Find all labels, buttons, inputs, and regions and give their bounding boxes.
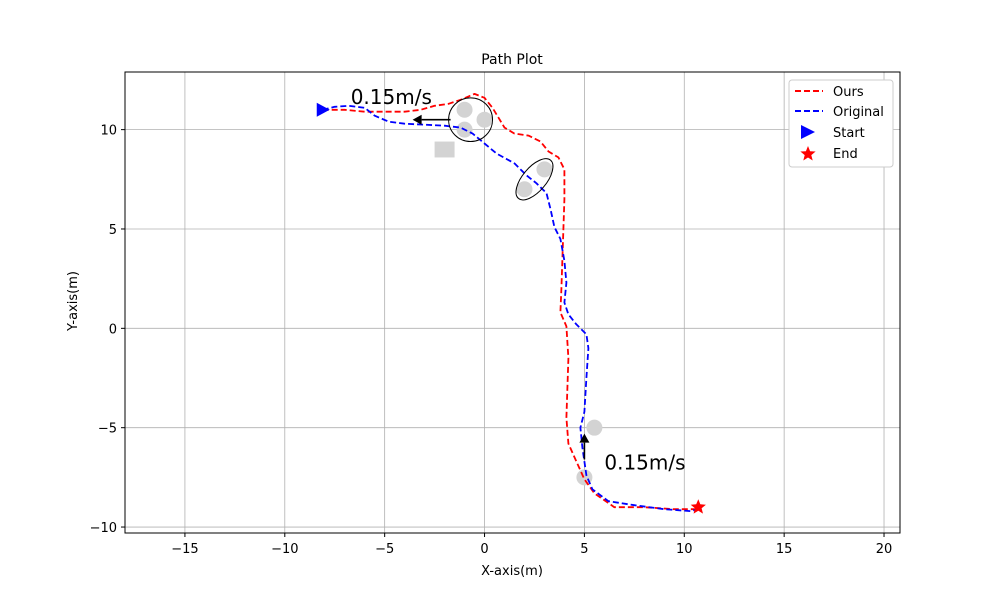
x-tick-label: 10	[676, 542, 693, 557]
x-tick-label: 0	[480, 542, 488, 557]
ellipses-and-arrows	[412, 97, 590, 460]
y-axis-ticks: −10 −5 0 5 10	[90, 124, 125, 536]
legend-label-end: End	[833, 147, 858, 162]
x-tick-label: −10	[271, 542, 298, 557]
series-line-original	[322, 104, 699, 512]
x-tick-label: 20	[876, 542, 893, 557]
chart-title: Path Plot	[481, 52, 543, 68]
legend: Ours Original Start End	[788, 79, 894, 168]
plot-frame	[124, 71, 901, 534]
legend-label-original: Original	[833, 105, 884, 120]
obstacle-circle	[476, 111, 493, 128]
obstacle-circle	[536, 161, 553, 178]
obstacle-circle	[586, 419, 603, 436]
y-tick-label: −5	[98, 422, 117, 437]
x-tick-label: −15	[171, 542, 198, 557]
obstacle-circle	[516, 181, 533, 198]
legend-box	[788, 79, 894, 168]
x-axis-ticks: −15 −10 −5 0 5 10 15 20	[171, 533, 892, 557]
start-marker	[316, 102, 330, 117]
obstacle-circle	[456, 101, 473, 118]
velocity-arrow-head	[412, 114, 422, 125]
end-marker	[690, 499, 706, 514]
speed-annotation: 0.15m/s	[604, 450, 685, 474]
x-tick-label: 15	[776, 542, 793, 557]
y-tick-label: 10	[100, 124, 117, 139]
x-tick-label: 5	[580, 542, 588, 557]
legend-label-start: Start	[833, 126, 865, 141]
y-tick-label: 0	[109, 322, 117, 337]
y-axis-label: Y-axis(m)	[66, 271, 81, 332]
legend-marker-end	[800, 146, 816, 161]
region-ellipse	[515, 158, 554, 201]
series-line-ours	[322, 93, 699, 511]
x-tick-label: −5	[375, 542, 394, 557]
legend-marker-start	[801, 125, 815, 139]
obstacles	[434, 101, 603, 486]
obstacle-square	[434, 141, 455, 158]
x-axis-label: X-axis(m)	[481, 564, 543, 579]
legend-label-ours: Ours	[833, 85, 864, 100]
y-tick-label: 5	[109, 223, 117, 238]
path-series	[322, 93, 699, 512]
speed-annotation: 0.15m/s	[351, 85, 432, 109]
start-end-markers	[316, 102, 706, 514]
speed-annotations: 0.15m/s 0.15m/s	[351, 85, 686, 475]
y-tick-label: −10	[90, 521, 117, 536]
velocity-arrow-head	[579, 433, 590, 443]
